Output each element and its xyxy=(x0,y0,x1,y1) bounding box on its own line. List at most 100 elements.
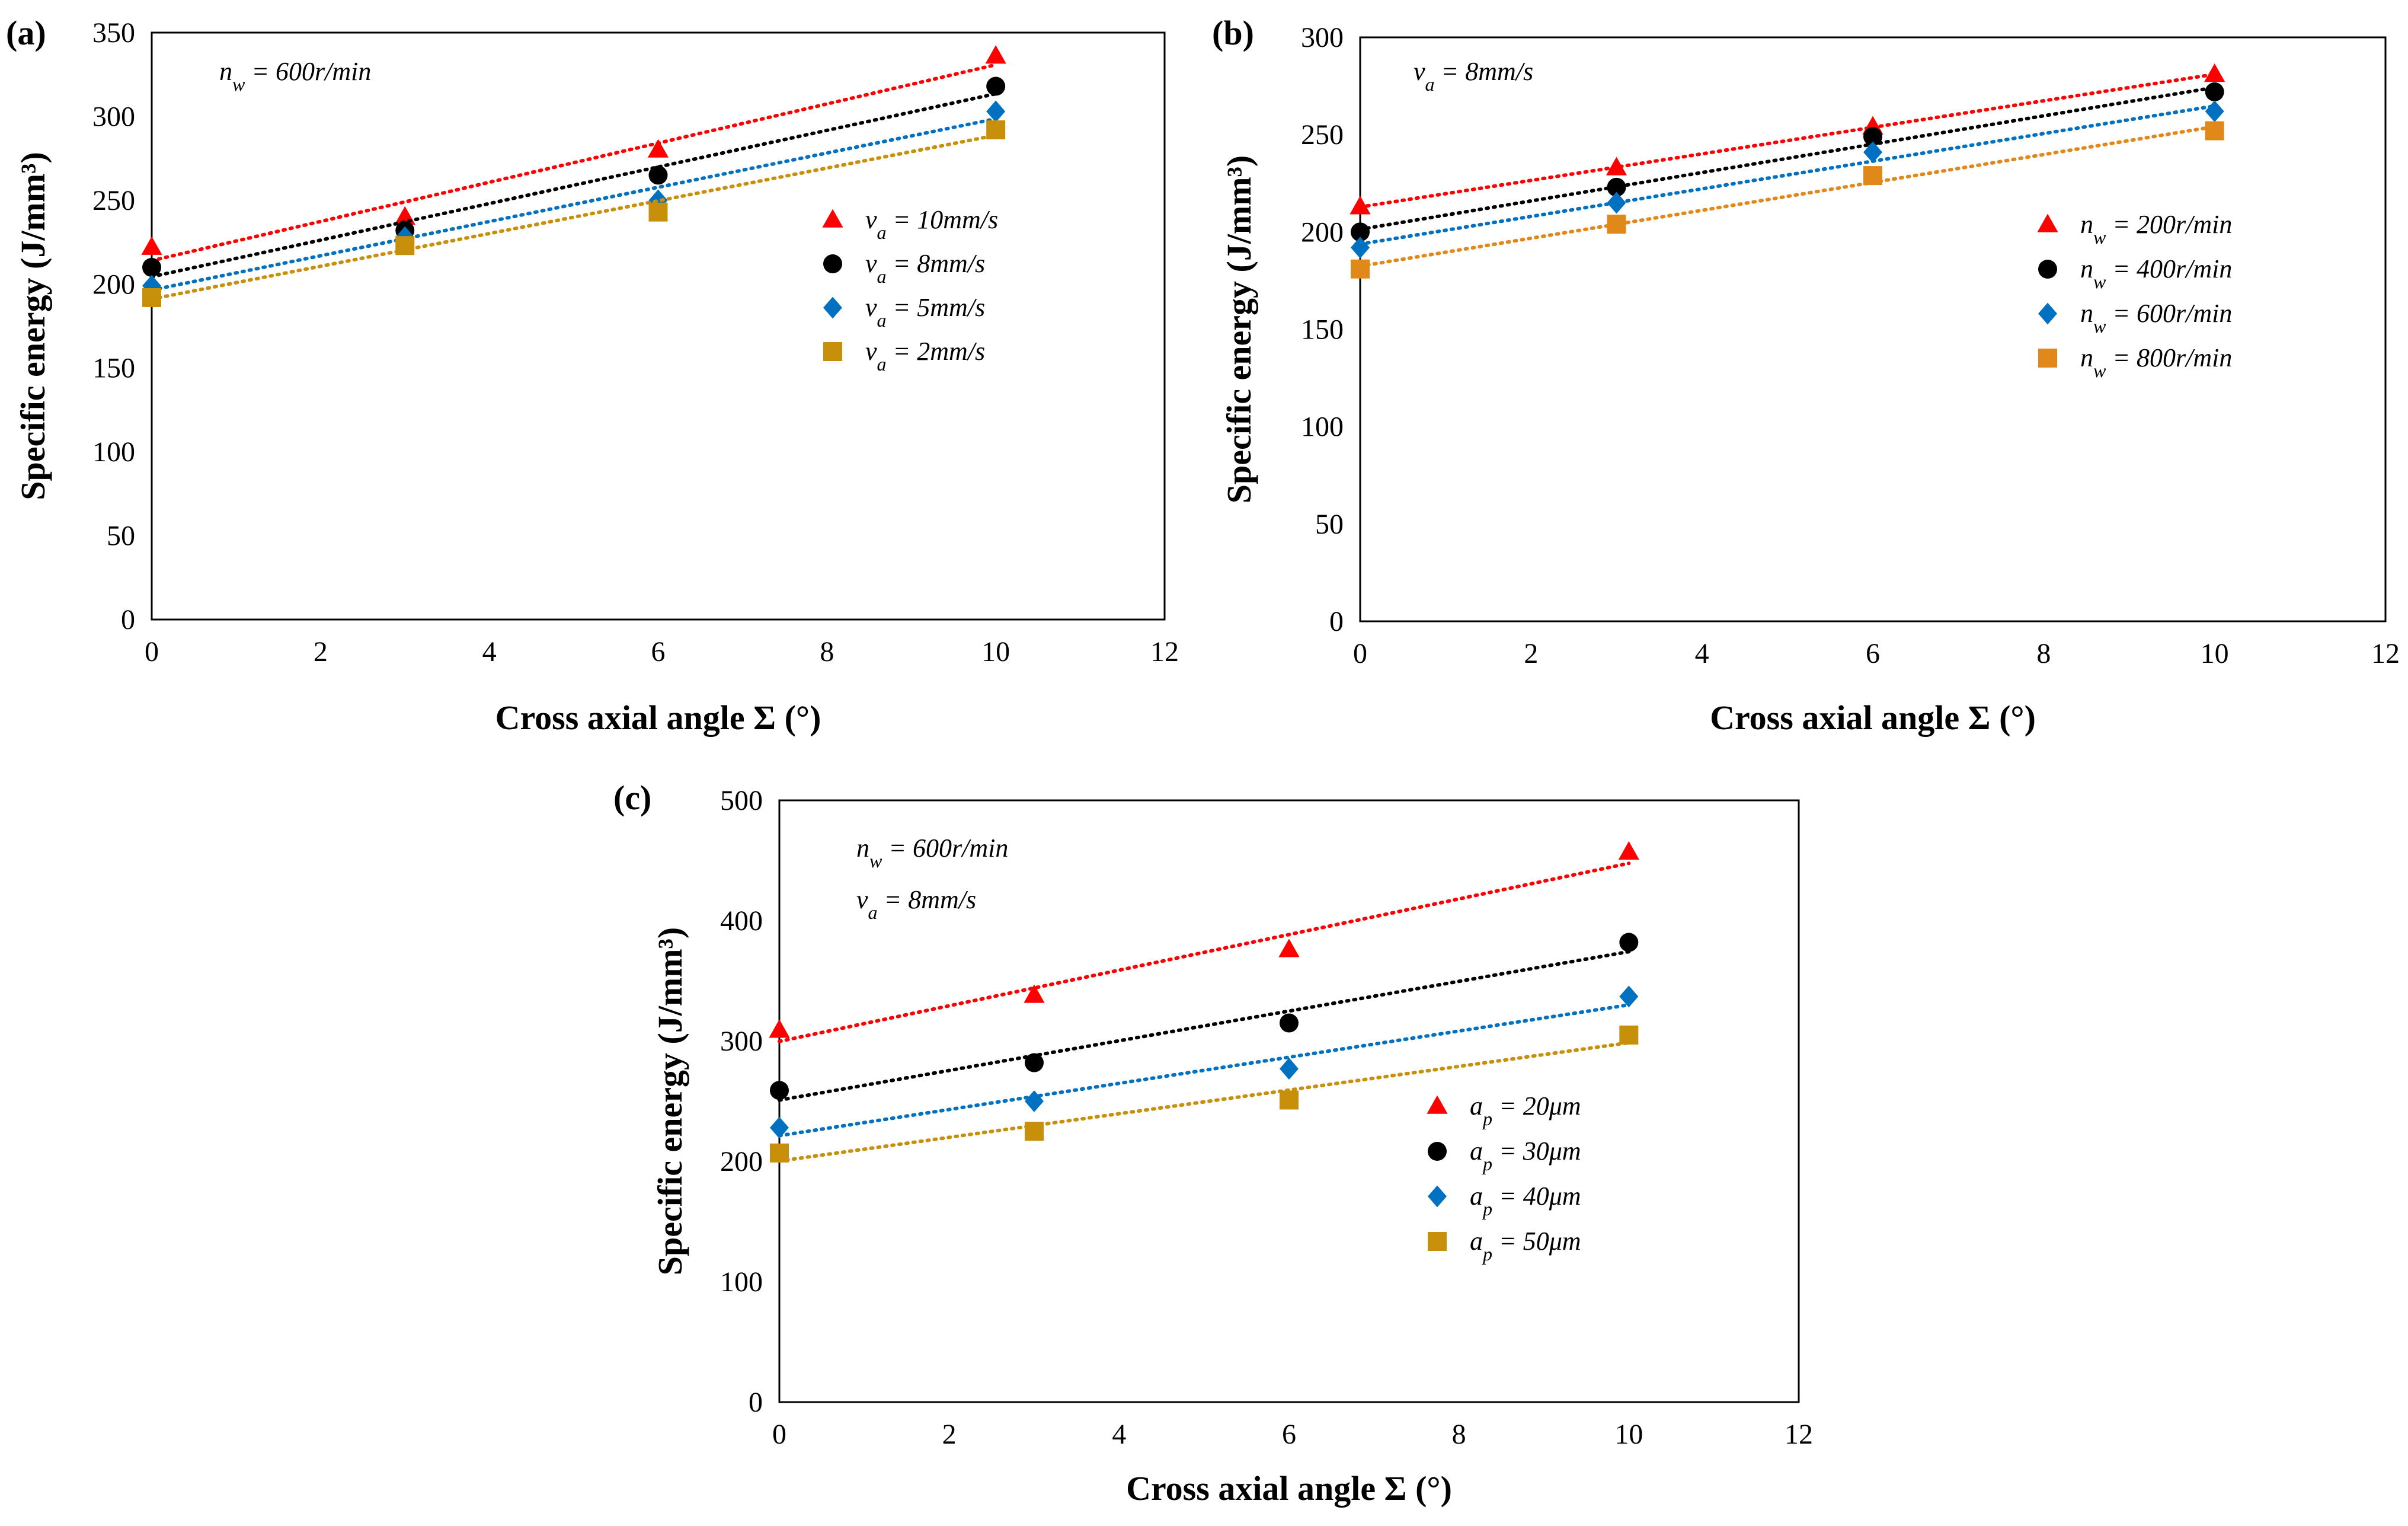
panel-label: (b) xyxy=(1212,14,1254,52)
y-tick-label: 0 xyxy=(749,1387,763,1418)
data-point xyxy=(1280,1090,1299,1110)
data-point xyxy=(986,76,1006,96)
data-point xyxy=(1607,215,1626,234)
trendline xyxy=(1358,85,2217,231)
data-point xyxy=(1351,222,1370,242)
x-tick-label: 2 xyxy=(1524,638,1538,669)
trendline xyxy=(150,92,998,279)
data-point xyxy=(395,236,415,256)
legend-entry: va = 8mm/s xyxy=(865,249,985,287)
data-point xyxy=(2204,63,2225,82)
x-tick-label: 0 xyxy=(145,636,159,668)
x-tick-label: 2 xyxy=(942,1419,957,1450)
legend-marker xyxy=(2038,260,2057,279)
legend-entry: nw = 200r/min xyxy=(2080,210,2232,248)
y-tick-label: 150 xyxy=(92,353,135,384)
y-tick-label: 250 xyxy=(92,185,135,216)
legend-entry: va = 5mm/s xyxy=(865,293,985,331)
chart-panel-2: (b) 0 2 4 6 8 10 12 0 50 100 150 200 250 300 Cross axia… xyxy=(1212,14,2400,737)
x-tick-label: 10 xyxy=(1614,1419,1643,1450)
trendline xyxy=(778,1003,1631,1138)
y-tick-label: 200 xyxy=(720,1146,763,1177)
x-tick-label: 2 xyxy=(314,636,328,668)
trendline xyxy=(1358,124,2217,268)
legend-marker xyxy=(1427,1095,1448,1114)
y-tick-label: 150 xyxy=(1301,314,1344,346)
legend-marker xyxy=(823,342,842,361)
y-tick-label: 300 xyxy=(92,101,135,132)
legend-marker xyxy=(1428,1142,1447,1161)
y-tick-label: 100 xyxy=(92,436,135,468)
condition-annotation: va = 8mm/s xyxy=(1414,57,1533,95)
condition-annotation: nw = 600r/min xyxy=(856,834,1008,871)
data-point xyxy=(770,1081,789,1100)
data-point xyxy=(2205,82,2224,101)
data-point xyxy=(1351,259,1370,279)
y-axis-title: Specific energy (J/mm³) xyxy=(14,152,52,500)
x-tick-label: 6 xyxy=(1866,638,1880,669)
y-tick-label: 50 xyxy=(107,521,135,552)
y-tick-label: 100 xyxy=(1301,411,1344,443)
x-tick-label: 6 xyxy=(1282,1419,1296,1450)
x-tick-label: 0 xyxy=(772,1419,786,1450)
legend-entry: nw = 600r/min xyxy=(2080,299,2232,337)
x-tick-label: 4 xyxy=(482,636,497,668)
chart-panel-3: (c) 0 2 4 6 8 10 12 0 100 200 300 400 500 Cross axial … xyxy=(613,778,1813,1508)
x-tick-label: 8 xyxy=(1452,1419,1466,1450)
data-point xyxy=(985,45,1006,64)
plot-area xyxy=(151,31,1166,621)
chart-panel-1: (a) 0 2 4 6 8 10 12 0 50 100 150 200 250 300 350 Cross a… xyxy=(6,14,1179,737)
y-tick-label: 250 xyxy=(1301,119,1344,151)
legend-marker xyxy=(2038,302,2057,325)
data-point xyxy=(1351,237,1370,258)
trendline xyxy=(150,133,998,301)
x-axis-title: Cross axial angle Σ (°) xyxy=(495,698,821,737)
legend-entry: ap = 40μm xyxy=(1470,1182,1581,1219)
y-tick-label: 50 xyxy=(1315,509,1344,540)
trendline xyxy=(1358,72,2217,209)
data-point xyxy=(1024,984,1045,1003)
y-tick-label: 0 xyxy=(1329,606,1344,637)
x-tick-label: 8 xyxy=(820,636,834,668)
panel-label: (c) xyxy=(613,778,651,817)
data-point xyxy=(648,202,668,222)
trendline xyxy=(778,950,1631,1102)
legend-entry: ap = 30μm xyxy=(1470,1136,1581,1174)
x-tick-label: 12 xyxy=(2371,638,2400,669)
data-point xyxy=(770,1116,789,1139)
data-point xyxy=(2205,121,2224,141)
data-point xyxy=(769,1019,790,1038)
y-tick-label: 200 xyxy=(92,269,135,300)
data-point xyxy=(1025,1090,1044,1112)
legend-marker xyxy=(822,209,843,228)
data-point xyxy=(2205,100,2224,123)
x-tick-label: 4 xyxy=(1112,1419,1126,1450)
data-point xyxy=(647,139,669,158)
y-tick-label: 300 xyxy=(720,1026,763,1057)
x-tick-label: 0 xyxy=(1353,638,1367,669)
data-point xyxy=(1619,1025,1639,1045)
legend-entry: va = 2mm/s xyxy=(865,337,985,375)
data-point xyxy=(1863,166,1882,186)
data-point xyxy=(1280,1058,1299,1080)
panel-label: (a) xyxy=(6,14,46,52)
x-tick-label: 4 xyxy=(1695,638,1709,669)
data-point xyxy=(1618,841,1639,860)
legend-entry: nw = 800r/min xyxy=(2080,343,2232,381)
data-point xyxy=(1278,938,1300,957)
data-point xyxy=(1607,191,1626,214)
data-point xyxy=(142,288,161,307)
x-tick-label: 10 xyxy=(981,636,1010,668)
y-axis-title: Specific energy (J/mm³) xyxy=(651,927,689,1276)
y-tick-label: 400 xyxy=(720,905,763,937)
condition-annotation: nw = 600r/min xyxy=(219,57,371,95)
data-point xyxy=(1025,1122,1044,1141)
legend-marker xyxy=(823,254,842,273)
y-tick-label: 200 xyxy=(1301,216,1344,248)
x-tick-label: 12 xyxy=(1150,636,1179,668)
data-point xyxy=(648,165,668,185)
data-point xyxy=(1025,1053,1044,1072)
data-point xyxy=(142,258,161,277)
data-point xyxy=(1863,141,1882,164)
